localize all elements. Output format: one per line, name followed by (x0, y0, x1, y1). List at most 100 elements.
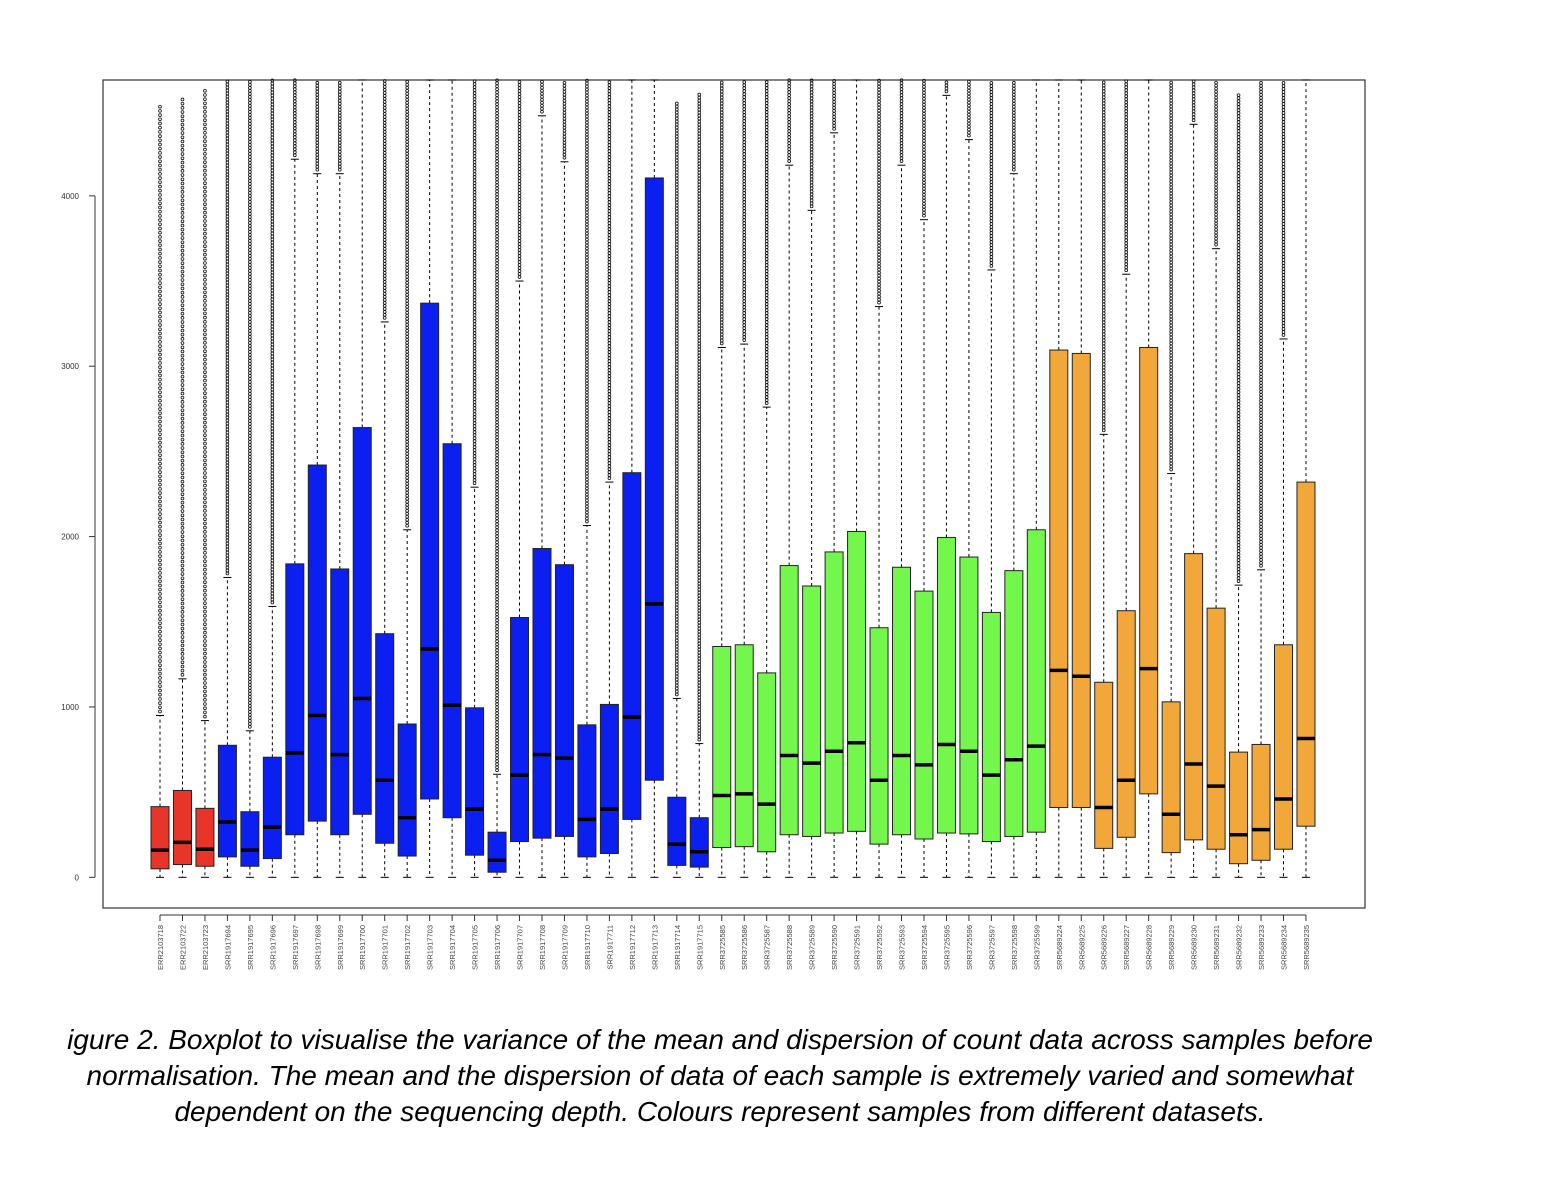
outlier-point (337, 155, 342, 160)
outlier-point (405, 172, 409, 177)
outlier-point (495, 567, 499, 572)
outlier-point (180, 219, 185, 224)
outlier-point (719, 323, 724, 328)
outlier-point (180, 618, 185, 623)
outlier-point (1169, 368, 1173, 373)
outlier-point (472, 331, 477, 335)
outlier-point (405, 523, 409, 528)
outlier-point (495, 468, 499, 473)
outlier-point (1259, 87, 1263, 91)
outlier-point (585, 93, 589, 98)
outlier-point (382, 175, 387, 179)
outlier-point (225, 205, 230, 210)
outlier-point (562, 119, 567, 124)
outlier-point (225, 565, 230, 570)
outlier-point (697, 482, 702, 487)
outlier-point (1259, 288, 1263, 292)
outlier-point (1012, 98, 1016, 103)
outlier-point (562, 116, 567, 121)
outlier-point (203, 433, 207, 437)
outlier-point (405, 508, 409, 513)
outlier-point (203, 676, 207, 681)
outlier-point (1236, 213, 1241, 217)
outlier-point (764, 131, 769, 135)
outlier-point (382, 283, 387, 287)
outlier-point (1124, 142, 1129, 147)
outlier-point (337, 152, 342, 157)
outlier-point (697, 632, 702, 637)
outlier-point (180, 526, 185, 530)
outlier-point (158, 386, 162, 390)
outlier-point (1124, 211, 1129, 216)
outlier-point (764, 158, 769, 162)
outlier-point (495, 540, 499, 545)
outlier-point (248, 275, 252, 279)
outlier-point (203, 689, 207, 694)
outlier-point (270, 522, 275, 527)
outlier-point (158, 680, 162, 684)
outlier-point (203, 328, 207, 332)
outlier-point (1281, 249, 1286, 253)
outlier-point (809, 114, 814, 119)
outlier-point (225, 496, 230, 501)
outlier-point (203, 525, 207, 530)
outlier-point (1101, 128, 1106, 133)
outlier-point (1259, 507, 1263, 511)
outlier-point (203, 609, 207, 614)
outlier-point (1101, 374, 1106, 379)
outlier-point (517, 140, 522, 144)
outlier-point (607, 176, 612, 180)
outlier-point (270, 204, 275, 209)
outlier-point (1236, 522, 1241, 526)
outlier-point (1259, 255, 1263, 259)
outlier-point (585, 246, 589, 251)
outlier-point (697, 308, 702, 313)
outlier-point (495, 594, 499, 599)
outlier-point (203, 584, 207, 589)
outlier-point (1281, 291, 1286, 295)
outlier-point (1101, 326, 1106, 331)
outlier-point (607, 404, 612, 408)
box-srr5689226 (1094, 80, 1114, 878)
outlier-point (248, 95, 252, 99)
outlier-point (203, 668, 207, 673)
outlier-point (585, 465, 589, 470)
outlier-point (1101, 227, 1106, 232)
outlier-point (1281, 195, 1286, 199)
outlier-point (180, 404, 185, 408)
box-srr3725588 (779, 78, 799, 878)
outlier-point (472, 409, 477, 413)
outlier-point (472, 301, 477, 305)
outlier-point (270, 132, 275, 137)
outlier-point (293, 132, 297, 137)
outlier-point (180, 534, 185, 539)
outlier-point (1101, 173, 1106, 178)
outlier-point (675, 488, 679, 493)
outlier-point (337, 161, 342, 166)
outlier-point (697, 401, 702, 406)
outlier-point (1281, 267, 1286, 271)
outlier-point (495, 513, 499, 518)
outlier-point (180, 593, 185, 597)
outlier-point (697, 476, 702, 481)
outlier-point (809, 90, 814, 95)
outlier-point (877, 264, 881, 269)
outlier-point (495, 144, 499, 149)
outlier-point (180, 307, 185, 312)
outlier-point (517, 158, 522, 162)
outlier-point (180, 656, 185, 660)
outlier-point (697, 710, 702, 715)
outlier-point (270, 186, 275, 191)
outlier-point (989, 228, 994, 232)
outlier-point (607, 353, 612, 357)
outlier-point (1124, 103, 1129, 108)
outlier-point (225, 571, 230, 576)
outlier-point (585, 336, 589, 341)
outlier-point (809, 162, 814, 167)
outlier-points (405, 79, 409, 528)
x-tick-label: SRR1917706 (493, 925, 502, 970)
outlier-point (1281, 144, 1286, 148)
outlier-point (607, 257, 612, 261)
outlier-point (1124, 205, 1129, 210)
outlier-point (675, 680, 679, 685)
